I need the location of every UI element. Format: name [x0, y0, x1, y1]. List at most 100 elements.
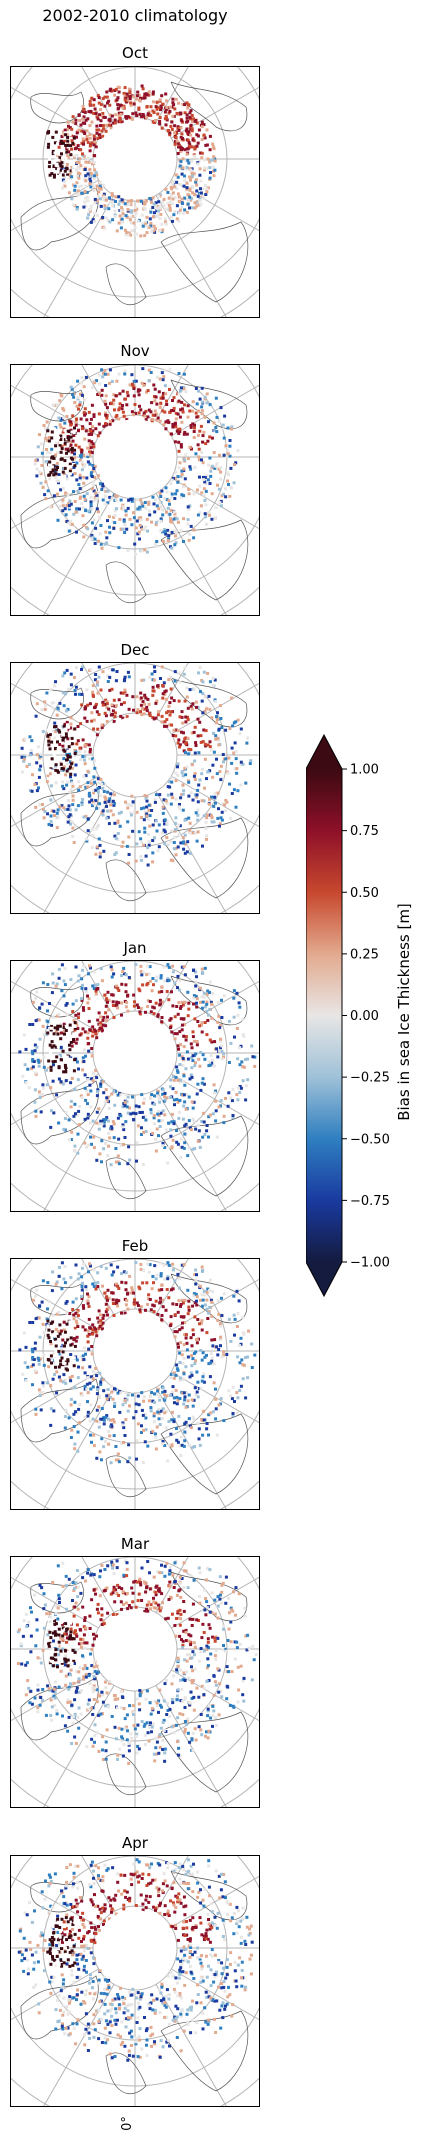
meridian-line [81, 663, 115, 719]
coastline [160, 2010, 249, 2092]
coastline [160, 1115, 249, 1197]
coastline [170, 1571, 248, 1622]
coastline [170, 81, 248, 132]
map-svg-feb [11, 1259, 259, 1509]
coastline [30, 1283, 84, 1316]
pole-hole [97, 1910, 173, 1986]
map-panel-mar [10, 1556, 260, 1808]
panel-title-apr: Apr [122, 1834, 148, 1852]
meridian-line [155, 1984, 227, 2106]
meridian-line [171, 1669, 259, 1722]
meridian-line [155, 1557, 189, 1613]
meridian-line [11, 682, 99, 735]
meridian-line [11, 775, 99, 828]
coastline [20, 1080, 99, 1145]
meridian-line [171, 86, 259, 139]
ice-bias-field [18, 1261, 257, 1465]
coastline [30, 687, 84, 720]
panel-title-dec: Dec [120, 641, 150, 659]
ice-bias-field [46, 84, 217, 238]
colorbar: 1.00 0.75 0.50 0.25 0.00 −0.25 −0.50 −0.75 −1.00 [305, 733, 416, 1302]
colorbar-gradient [306, 769, 342, 1262]
panel-title-mar: Mar [120, 1535, 150, 1553]
map-svg-mar [11, 1557, 259, 1807]
map-svg-apr [11, 1856, 259, 2106]
meridian-line [155, 67, 189, 123]
coastline [105, 859, 147, 902]
pole-hole [97, 419, 173, 495]
figure-title: 2002-2010 climatology [42, 6, 228, 25]
map-svg-nov [11, 365, 259, 615]
meridian-line [155, 1089, 227, 1211]
meridian-line [155, 663, 189, 719]
coastline [30, 91, 84, 124]
meridian-line [155, 1387, 227, 1509]
ice-bias-field [20, 665, 253, 867]
map-panel-apr [10, 1855, 260, 2107]
meridian-line [43, 195, 115, 317]
meridian-line [171, 682, 259, 735]
colorbar-tick-label: 0.25 [350, 947, 379, 962]
panel-title-jan: Jan [123, 939, 147, 957]
meridian-line [171, 477, 259, 530]
colorbar-extend-max [306, 735, 342, 769]
meridian-line [11, 1073, 99, 1126]
coastline [160, 1711, 249, 1793]
meridian-line [171, 775, 259, 828]
meridian-line [11, 1669, 99, 1722]
colorbar-tick-label: −0.50 [350, 1132, 390, 1147]
coastline [20, 1975, 99, 2040]
coastline [160, 1413, 249, 1495]
colorbar-tick-label: 0.75 [350, 824, 379, 839]
panel-title-nov: Nov [120, 342, 150, 360]
meridian-line [11, 1576, 99, 1629]
colorbar-tick-label: 0.50 [350, 886, 379, 901]
meridian-line [43, 1089, 115, 1211]
coastline [105, 1753, 147, 1796]
pole-hole [97, 1313, 173, 1389]
coastline [30, 985, 84, 1018]
map-svg-dec [11, 663, 259, 913]
meridian-line [155, 365, 189, 421]
meridian-line [81, 1856, 115, 1912]
coastline [160, 817, 249, 899]
map-svg-jan [11, 961, 259, 1211]
map-panel-oct [10, 66, 260, 318]
ice-bias-field [18, 963, 257, 1167]
colorbar-tick-label: −0.75 [350, 1194, 390, 1209]
coastline [20, 186, 99, 251]
coastline [105, 2052, 147, 2095]
ice-bias-field [33, 367, 240, 556]
meridian-line [11, 1371, 99, 1424]
meridian-line [11, 477, 99, 530]
meridian-line [171, 384, 259, 437]
map-panel-dec [10, 662, 260, 914]
coastline [170, 379, 248, 430]
pole-hole [97, 717, 173, 793]
ice-bias-field [17, 1858, 254, 2062]
meridian-line [171, 1371, 259, 1424]
meridian-line [11, 179, 99, 232]
meridian-line [81, 365, 115, 421]
colorbar-tick-label: 1.00 [350, 763, 379, 778]
colorbar-tick-label: −1.00 [350, 1256, 390, 1271]
meridian-line [11, 1278, 99, 1331]
map-panel-feb [10, 1258, 260, 1510]
meridian-line [81, 67, 115, 123]
coastline [170, 1870, 248, 1921]
colorbar-tick-label: −0.25 [350, 1071, 390, 1086]
coastline [160, 221, 249, 303]
coastline [30, 1581, 84, 1614]
colorbar-svg: 1.00 0.75 0.50 0.25 0.00 −0.25 −0.50 −0.75 −1.00 [305, 733, 390, 1298]
map-svg-oct [11, 67, 259, 317]
coastline [170, 677, 248, 728]
meridian-line [171, 179, 259, 232]
meridian-line [11, 384, 99, 437]
meridian-line [155, 1856, 189, 1912]
meridian-line [155, 195, 227, 317]
longitude-label: 0° [119, 2116, 135, 2131]
coastline [20, 1378, 99, 1443]
colorbar-label: Bias in sea Ice Thickness [m] [395, 903, 413, 1121]
meridian-line [43, 493, 115, 615]
colorbar-extend-min [306, 1262, 342, 1296]
